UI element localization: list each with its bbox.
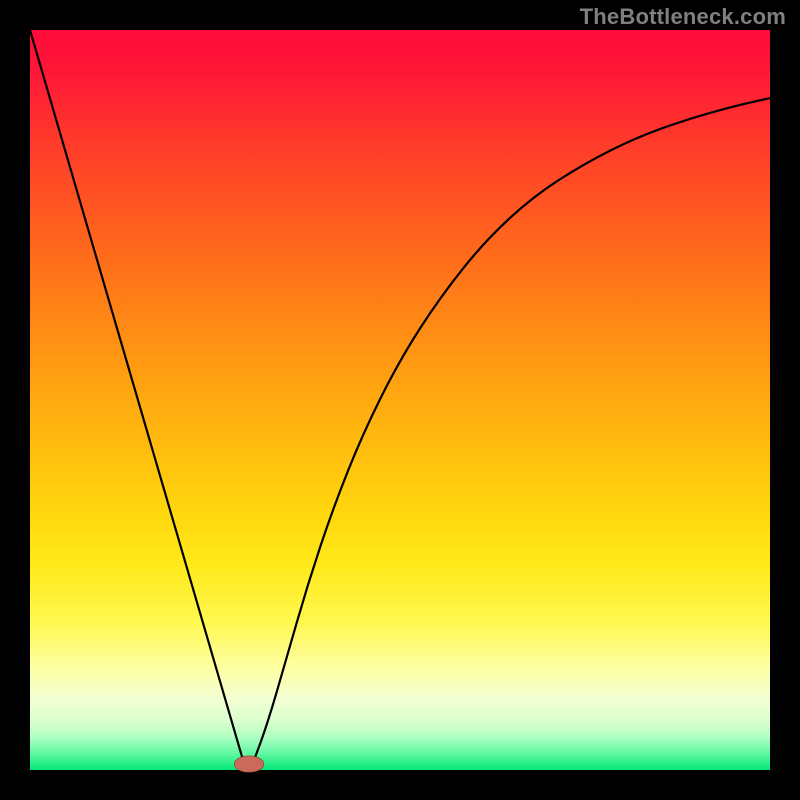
optimal-point-marker: [234, 756, 264, 772]
chart-container: { "watermark": { "text": "TheBottleneck.…: [0, 0, 800, 800]
plot-background: [30, 30, 770, 770]
bottleneck-chart: [0, 0, 800, 800]
watermark-text: TheBottleneck.com: [580, 4, 786, 30]
